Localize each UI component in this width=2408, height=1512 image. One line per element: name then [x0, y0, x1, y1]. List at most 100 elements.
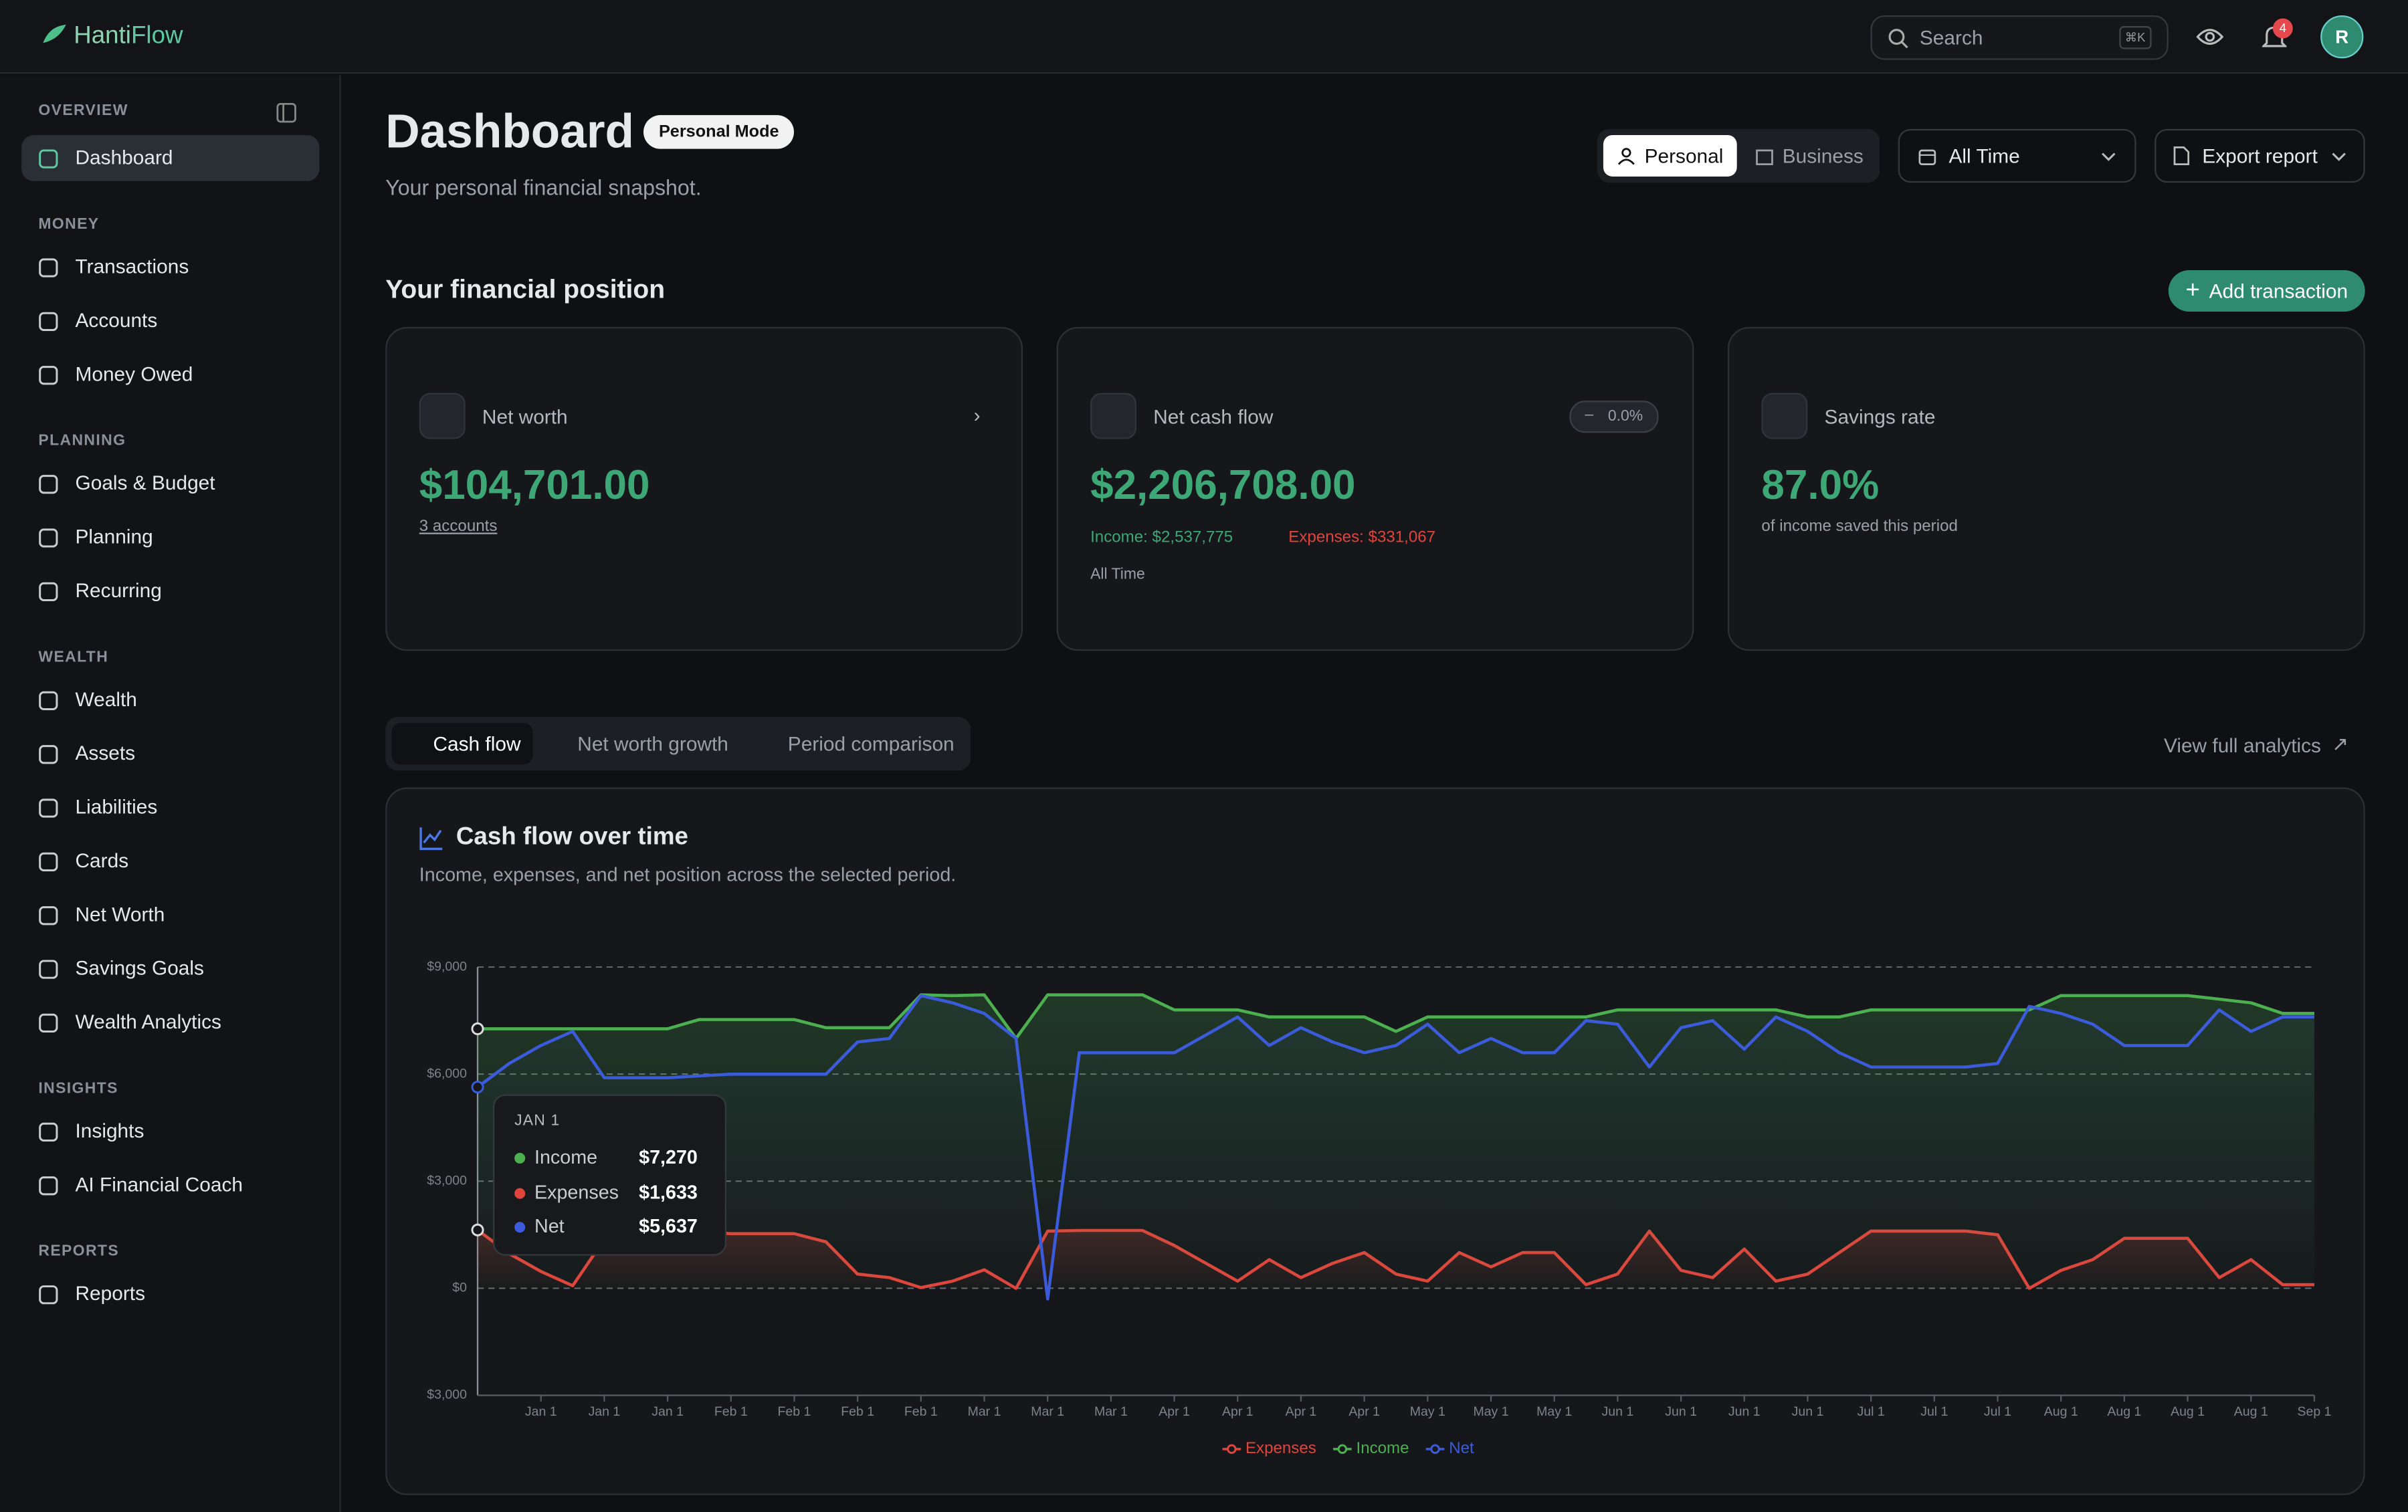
metric-icon — [419, 393, 466, 439]
sidebar-icon — [39, 798, 58, 818]
sidebar-item[interactable]: Wealth Analytics — [75, 1010, 221, 1033]
series-area — [478, 995, 2314, 1299]
metric-sub: of income saved this period — [1761, 517, 1958, 536]
x-tick-label: Aug 1 — [2171, 1404, 2205, 1419]
period-select[interactable]: All Time — [1898, 128, 2136, 183]
file-icon — [2173, 146, 2190, 165]
mode-personal[interactable]: Personal — [1603, 134, 1737, 177]
chart-icon — [419, 827, 443, 851]
tooltip-dot — [514, 1222, 526, 1233]
metric-card — [1727, 326, 2365, 651]
sidebar-icon — [39, 691, 58, 710]
legend-label: Expenses — [1245, 1439, 1316, 1457]
active-tab-bg — [391, 723, 533, 765]
metric-card[interactable] — [385, 326, 1023, 651]
icon-shape — [39, 960, 58, 979]
tooltip-value: $5,637 — [639, 1215, 698, 1238]
x-tick-label: May 1 — [1536, 1404, 1572, 1419]
x-tick-label: Jul 1 — [1858, 1404, 1885, 1419]
sidebar-icon — [39, 528, 58, 548]
export-button[interactable]: Export report — [2154, 128, 2365, 183]
metric-value: $104,701.00 — [419, 461, 650, 508]
y-tick-label: $3,000 — [427, 1173, 467, 1188]
x-tick-label: Feb 1 — [904, 1404, 938, 1419]
sidebar-item[interactable]: Accounts — [75, 308, 158, 332]
collapse-sidebar[interactable] — [276, 103, 296, 123]
icon-shape — [39, 1285, 58, 1305]
metric-sub[interactable]: 3 accounts — [419, 517, 498, 536]
y-tick-label: $9,000 — [427, 959, 467, 974]
sidebar-item[interactable]: Cards — [75, 849, 129, 872]
icon-shape — [39, 798, 58, 818]
icon-shape — [39, 745, 58, 764]
x-tick-label: Jun 1 — [1665, 1404, 1697, 1419]
tooltip-value: $1,633 — [639, 1181, 698, 1203]
visibility-toggle[interactable] — [2196, 26, 2224, 47]
sidebar-icon — [39, 149, 58, 169]
sidebar-item[interactable]: Savings Goals — [75, 956, 204, 980]
sidebar-item[interactable]: AI Financial Coach — [75, 1172, 243, 1196]
income-summary: Income: $2,537,775 — [1090, 528, 1233, 547]
sidebar-item[interactable]: Reports — [75, 1281, 146, 1305]
sidebar-item[interactable]: Money Owed — [75, 362, 193, 386]
card-chevron: › — [973, 403, 981, 427]
metric-card — [1056, 326, 1694, 651]
mode-business[interactable]: Business — [1743, 135, 1875, 177]
person-icon — [1617, 147, 1635, 165]
sidebar-section-title: REPORTS — [38, 1243, 120, 1261]
sidebar-icon — [39, 960, 58, 979]
sidebar-item[interactable]: Insights — [75, 1119, 144, 1142]
sidebar-item[interactable]: Assets — [75, 741, 136, 765]
sidebar-item[interactable]: Recurring — [75, 578, 162, 602]
legend-marker — [1227, 1444, 1237, 1454]
legend-marker — [1337, 1444, 1348, 1454]
sidebar-section-title: WEALTH — [38, 649, 109, 667]
sidebar-item[interactable]: Wealth — [75, 687, 137, 711]
sidebar-section-title: MONEY — [38, 216, 100, 233]
sidebar-item[interactable]: Net Worth — [75, 902, 165, 926]
icon-shape — [39, 366, 58, 385]
view-analytics-link[interactable]: View full analytics ↗ — [2163, 732, 2349, 756]
y-tick-label: $0 — [452, 1281, 467, 1295]
mode-personal-label: Personal — [1644, 144, 1724, 168]
chart-tab[interactable]: Period comparison — [787, 732, 955, 756]
page-title: Dashboard — [385, 104, 635, 158]
sidebar-item[interactable]: Liabilities — [75, 795, 158, 819]
sidebar-icon — [39, 906, 58, 926]
icon-shape — [39, 528, 58, 548]
change-value: 0.0% — [1607, 408, 1643, 425]
sidebar-item[interactable]: Transactions — [75, 255, 189, 278]
chart-tab[interactable]: Cash flow — [433, 732, 521, 756]
mode-business-label: Business — [1782, 144, 1864, 168]
x-tick-label: Jan 1 — [589, 1404, 621, 1419]
x-tick-label: May 1 — [1410, 1404, 1445, 1419]
search-box[interactable]: Search ⌘K — [1870, 15, 2169, 60]
sidebar-section-title: PLANNING — [38, 433, 126, 450]
metric-value: 87.0% — [1761, 461, 1880, 508]
icon-shape — [39, 1013, 58, 1033]
chart-tab[interactable]: Net worth growth — [577, 732, 728, 756]
chart-title: Cash flow over time — [456, 824, 688, 851]
tooltip-value: $7,270 — [639, 1146, 698, 1168]
chevron — [2102, 152, 2116, 160]
export-label: Export report — [2202, 144, 2318, 168]
x-tick-label: Feb 1 — [841, 1404, 874, 1419]
notification-count: 4 — [2272, 18, 2293, 39]
add-transaction-button[interactable]: + Add transaction — [2168, 269, 2365, 312]
sidebar-item[interactable]: Planning — [75, 525, 153, 548]
sidebar-icon — [39, 312, 58, 332]
sidebar-item[interactable]: Goals & Budget — [75, 471, 215, 495]
brand-suffix: Flow — [130, 23, 183, 49]
sidebar-icon — [39, 1013, 58, 1033]
sidebar-icon — [39, 366, 58, 385]
series-line — [476, 994, 2314, 1301]
icon-shape — [39, 149, 58, 169]
sidebar-item[interactable]: Dashboard — [75, 146, 173, 169]
avatar[interactable]: R — [2320, 15, 2364, 59]
sidebar-section-title: OVERVIEW — [38, 102, 128, 120]
building-icon — [1755, 148, 1773, 165]
chart-subtitle: Income, expenses, and net position acros… — [419, 864, 957, 886]
change-badge — [1569, 401, 1659, 433]
tooltip-dot — [514, 1152, 526, 1164]
